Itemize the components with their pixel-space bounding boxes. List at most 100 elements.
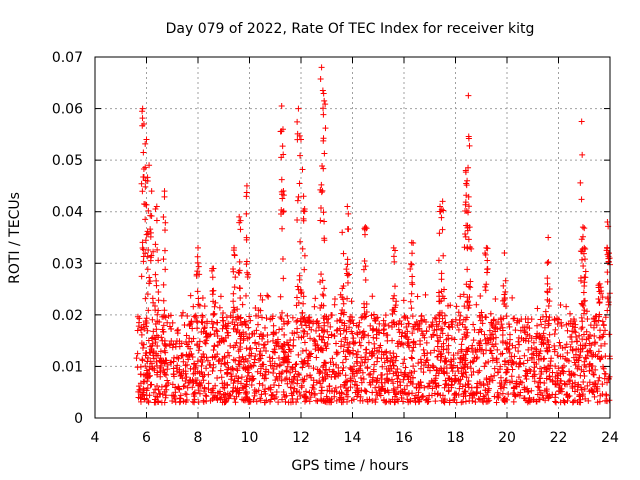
data-point: [320, 302, 327, 309]
data-point: [149, 334, 156, 341]
data-point: [186, 322, 193, 329]
data-point: [319, 327, 326, 334]
data-point: [278, 370, 285, 377]
data-point: [471, 326, 478, 333]
data-point: [531, 364, 538, 371]
data-point: [148, 360, 155, 367]
data-point: [329, 355, 336, 362]
data-point: [257, 370, 264, 377]
data-point: [474, 354, 481, 361]
data-point: [142, 317, 149, 324]
data-point: [257, 395, 264, 402]
data-point: [199, 319, 206, 326]
data-point: [462, 388, 469, 395]
data-point: [194, 288, 201, 295]
data-point: [497, 325, 504, 332]
data-point: [224, 349, 231, 356]
data-point: [259, 352, 266, 359]
data-point: [369, 293, 376, 300]
data-point: [390, 350, 397, 357]
data-point: [412, 341, 419, 348]
data-point: [142, 323, 149, 330]
data-point: [457, 355, 464, 362]
data-point: [160, 281, 167, 288]
data-point: [578, 118, 585, 125]
data-point: [356, 339, 363, 346]
data-point: [361, 231, 368, 238]
data-point: [139, 115, 146, 122]
data-point: [159, 337, 166, 344]
data-point: [396, 329, 403, 336]
data-point: [595, 317, 602, 324]
data-point: [140, 121, 147, 128]
data-point: [586, 347, 593, 354]
data-point: [293, 360, 300, 367]
data-point: [300, 300, 307, 307]
data-point: [201, 339, 208, 346]
data-point: [344, 270, 351, 277]
data-point: [443, 346, 450, 353]
data-point: [591, 393, 598, 400]
data-point: [455, 326, 462, 333]
data-point: [354, 329, 361, 336]
data-point: [257, 365, 264, 372]
data-point: [583, 355, 590, 362]
data-point: [441, 370, 448, 377]
data-point: [146, 373, 153, 380]
data-point: [275, 382, 282, 389]
data-point: [388, 376, 395, 383]
data-point: [575, 363, 582, 370]
data-point: [319, 377, 326, 384]
data-point: [390, 295, 397, 302]
data-point: [220, 310, 227, 317]
data-point: [557, 353, 564, 360]
data-point: [306, 351, 313, 358]
data-point: [528, 387, 535, 394]
data-point: [321, 313, 328, 320]
data-point: [200, 377, 207, 384]
data-point: [426, 382, 433, 389]
data-point: [144, 178, 151, 185]
data-point: [182, 368, 189, 375]
data-point: [367, 370, 374, 377]
data-point: [236, 269, 243, 276]
data-point: [489, 355, 496, 362]
data-point: [153, 217, 160, 224]
data-point: [200, 351, 207, 358]
data-point: [586, 379, 593, 386]
data-point: [234, 385, 241, 392]
data-point: [534, 383, 541, 390]
data-point: [579, 336, 586, 343]
x-tick-label: 18: [447, 430, 465, 446]
data-point: [285, 399, 292, 406]
data-point: [580, 310, 587, 317]
data-point: [143, 315, 150, 322]
data-point: [352, 378, 359, 385]
data-point: [534, 305, 541, 312]
data-point: [340, 327, 347, 334]
data-point: [145, 247, 152, 254]
data-point: [362, 313, 369, 320]
data-point: [551, 342, 558, 349]
data-point: [202, 340, 209, 347]
data-point: [203, 365, 210, 372]
data-point: [206, 361, 213, 368]
data-point: [344, 279, 351, 286]
data-point: [585, 397, 592, 404]
data-point: [384, 355, 391, 362]
data-point: [595, 377, 602, 384]
data-point: [253, 345, 260, 352]
data-point: [147, 226, 154, 233]
data-point: [149, 295, 156, 302]
data-point: [593, 322, 600, 329]
data-point: [175, 326, 182, 333]
data-point: [183, 391, 190, 398]
data-point: [597, 392, 604, 399]
data-point: [260, 333, 267, 340]
data-point: [284, 312, 291, 319]
data-point: [601, 340, 608, 347]
data-point: [333, 389, 340, 396]
data-point: [403, 323, 410, 330]
data-point: [338, 310, 345, 317]
data-point: [420, 369, 427, 376]
